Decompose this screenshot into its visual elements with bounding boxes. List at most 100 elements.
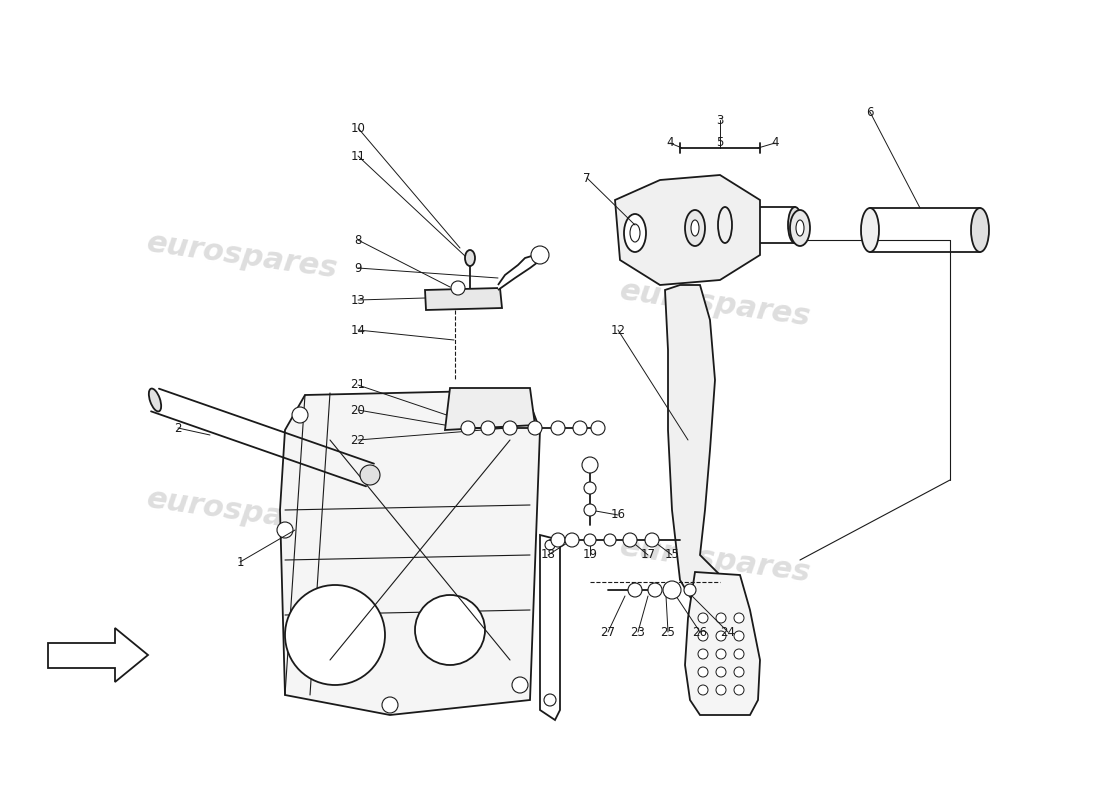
- Polygon shape: [666, 285, 720, 605]
- Circle shape: [604, 534, 616, 546]
- Text: 19: 19: [583, 549, 597, 562]
- Circle shape: [698, 631, 708, 641]
- Polygon shape: [425, 288, 502, 310]
- Polygon shape: [48, 628, 148, 682]
- Circle shape: [648, 583, 662, 597]
- Text: eurospares: eurospares: [617, 532, 813, 588]
- Text: 3: 3: [716, 114, 724, 126]
- Circle shape: [734, 649, 744, 659]
- Circle shape: [582, 457, 598, 473]
- Circle shape: [684, 584, 696, 596]
- Text: 17: 17: [640, 549, 656, 562]
- Circle shape: [734, 667, 744, 677]
- Polygon shape: [280, 390, 540, 715]
- Circle shape: [716, 649, 726, 659]
- Text: 23: 23: [630, 626, 646, 638]
- Ellipse shape: [790, 210, 810, 246]
- Text: 27: 27: [601, 626, 616, 638]
- Circle shape: [716, 667, 726, 677]
- Circle shape: [734, 685, 744, 695]
- Ellipse shape: [465, 250, 475, 266]
- Text: 15: 15: [664, 549, 680, 562]
- Ellipse shape: [685, 210, 705, 246]
- Ellipse shape: [630, 224, 640, 242]
- Circle shape: [565, 533, 579, 547]
- Circle shape: [544, 540, 556, 550]
- Circle shape: [277, 522, 293, 538]
- Circle shape: [698, 613, 708, 623]
- Circle shape: [512, 677, 528, 693]
- Circle shape: [360, 465, 379, 485]
- Text: 22: 22: [351, 434, 365, 446]
- Circle shape: [716, 613, 726, 623]
- Circle shape: [292, 407, 308, 423]
- Text: 25: 25: [661, 626, 675, 638]
- Text: 13: 13: [351, 294, 365, 306]
- Circle shape: [461, 421, 475, 435]
- Ellipse shape: [788, 207, 802, 243]
- Ellipse shape: [624, 214, 646, 252]
- Circle shape: [584, 482, 596, 494]
- Text: eurospares: eurospares: [144, 484, 340, 540]
- Ellipse shape: [718, 207, 732, 243]
- Circle shape: [628, 583, 642, 597]
- Circle shape: [481, 421, 495, 435]
- Text: 12: 12: [610, 323, 626, 337]
- Text: 4: 4: [771, 137, 779, 150]
- Text: 18: 18: [540, 549, 556, 562]
- Circle shape: [584, 534, 596, 546]
- Text: 5: 5: [716, 137, 724, 150]
- Text: 14: 14: [351, 323, 365, 337]
- Circle shape: [698, 667, 708, 677]
- Circle shape: [573, 421, 587, 435]
- Text: 21: 21: [351, 378, 365, 391]
- Text: 9: 9: [354, 262, 362, 274]
- Circle shape: [285, 585, 385, 685]
- Circle shape: [544, 694, 556, 706]
- Circle shape: [716, 631, 726, 641]
- Circle shape: [734, 613, 744, 623]
- Ellipse shape: [796, 220, 804, 236]
- Polygon shape: [615, 175, 760, 285]
- Circle shape: [645, 533, 659, 547]
- Ellipse shape: [148, 389, 162, 411]
- Circle shape: [502, 400, 518, 416]
- Circle shape: [663, 581, 681, 599]
- Text: eurospares: eurospares: [144, 228, 340, 284]
- Circle shape: [734, 631, 744, 641]
- Circle shape: [623, 533, 637, 547]
- Text: 10: 10: [351, 122, 365, 134]
- Circle shape: [451, 281, 465, 295]
- Polygon shape: [540, 535, 560, 720]
- Text: eurospares: eurospares: [617, 276, 813, 332]
- Circle shape: [716, 685, 726, 695]
- Text: 1: 1: [236, 555, 244, 569]
- Text: 6: 6: [867, 106, 873, 118]
- Text: 7: 7: [583, 171, 591, 185]
- Circle shape: [551, 421, 565, 435]
- Text: 11: 11: [351, 150, 365, 162]
- Circle shape: [528, 421, 542, 435]
- Circle shape: [382, 697, 398, 713]
- Ellipse shape: [971, 208, 989, 252]
- Circle shape: [591, 421, 605, 435]
- Polygon shape: [446, 388, 535, 430]
- Ellipse shape: [691, 220, 698, 236]
- Polygon shape: [685, 572, 760, 715]
- Circle shape: [584, 504, 596, 516]
- Text: 8: 8: [354, 234, 362, 246]
- Circle shape: [551, 533, 565, 547]
- Text: 4: 4: [667, 137, 673, 150]
- Polygon shape: [498, 255, 538, 290]
- Text: 24: 24: [720, 626, 736, 638]
- Text: 16: 16: [610, 509, 626, 522]
- Text: 2: 2: [174, 422, 182, 434]
- Ellipse shape: [861, 208, 879, 252]
- Circle shape: [415, 595, 485, 665]
- Circle shape: [698, 649, 708, 659]
- Circle shape: [503, 421, 517, 435]
- Circle shape: [698, 685, 708, 695]
- Text: 20: 20: [351, 403, 365, 417]
- Text: 26: 26: [693, 626, 707, 638]
- Circle shape: [531, 246, 549, 264]
